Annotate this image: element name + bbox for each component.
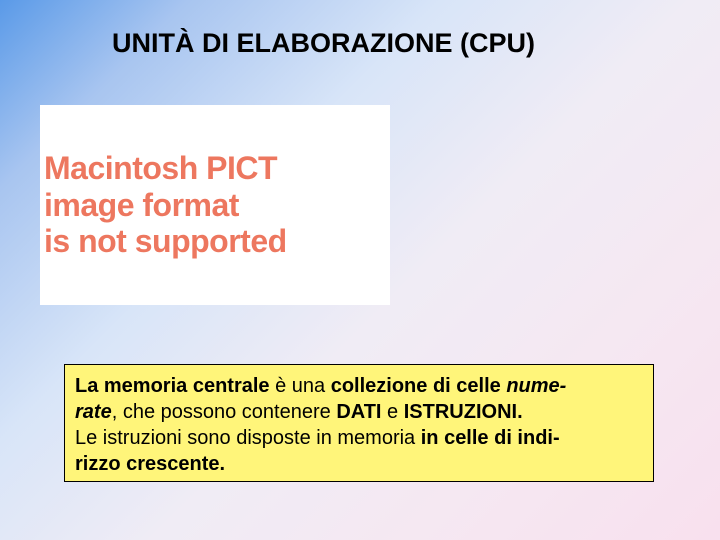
description-textbox: La memoria centrale è una collezione di …	[64, 364, 654, 482]
image-placeholder-line1: Macintosh PICT	[44, 150, 390, 187]
text-bolditalic-2: rate	[75, 401, 112, 423]
slide-title: UNITÀ DI ELABORAZIONE (CPU)	[112, 28, 535, 59]
text-bolditalic-1: nume-	[506, 375, 566, 397]
image-placeholder-line3: is not supported	[44, 223, 390, 260]
text-bold-5: in celle di indi-	[421, 427, 560, 449]
text-plain-1: è una	[270, 375, 331, 397]
text-bold-3: DATI	[336, 401, 381, 423]
text-plain-2: , che possono contenere	[112, 401, 337, 423]
image-placeholder-line2: image format	[44, 187, 390, 224]
text-plain-3: e	[382, 401, 404, 423]
text-bold-1: La memoria centrale	[75, 375, 270, 397]
image-placeholder-box: Macintosh PICT image format is not suppo…	[40, 105, 390, 305]
text-bold-4: ISTRUZIONI.	[404, 401, 523, 423]
text-bold-2: collezione di celle	[331, 375, 507, 397]
text-bold-6: rizzo crescente.	[75, 453, 225, 475]
text-plain-4: Le istruzioni sono disposte in memoria	[75, 427, 421, 449]
description-paragraph: La memoria centrale è una collezione di …	[75, 373, 643, 477]
